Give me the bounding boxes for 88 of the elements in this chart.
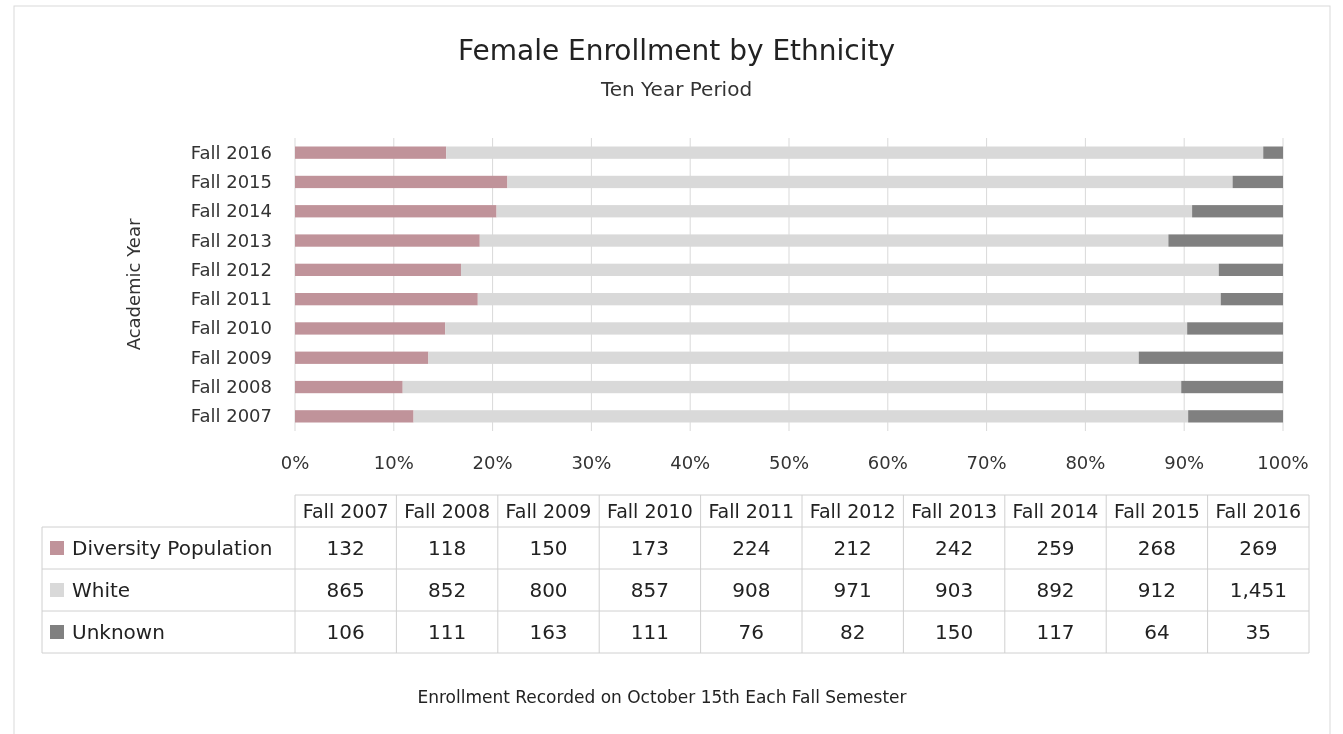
data-label: 903 xyxy=(935,578,974,602)
x-tick-label: 90% xyxy=(1164,452,1205,473)
bar xyxy=(1188,410,1283,423)
data-label: 892 xyxy=(1036,578,1075,602)
bar xyxy=(295,263,461,276)
data-label: 865 xyxy=(326,578,365,602)
category-label: Fall 2008 xyxy=(404,500,490,522)
y-tick-label: Fall 2012 xyxy=(190,258,272,280)
x-tick-label: 50% xyxy=(768,452,810,473)
category-label: Fall 2012 xyxy=(809,500,896,522)
bar xyxy=(295,380,403,394)
bar xyxy=(295,293,478,306)
data-label: 82 xyxy=(839,620,866,644)
data-label: 224 xyxy=(732,536,771,560)
data-label: 971 xyxy=(833,578,872,602)
category-label: Fall 2013 xyxy=(911,500,997,522)
chart-title: Female Enrollment by Ethnicity xyxy=(457,34,896,67)
bar xyxy=(1220,293,1283,306)
category-label: Fall 2009 xyxy=(505,500,592,522)
x-tick-label: 10% xyxy=(373,452,414,473)
data-label: 268 xyxy=(1137,536,1176,560)
data-label: 242 xyxy=(935,536,974,560)
data-label: 106 xyxy=(326,620,365,644)
bar xyxy=(1168,234,1283,247)
bar xyxy=(295,175,508,189)
category-label: Fall 2011 xyxy=(708,500,795,522)
x-tick-label: 40% xyxy=(670,452,711,473)
data-label: 1,451 xyxy=(1229,578,1287,602)
x-tick-label: 80% xyxy=(1065,452,1106,473)
data-label: 857 xyxy=(630,578,669,602)
bar xyxy=(295,351,429,364)
category-label: Fall 2016 xyxy=(1215,500,1302,522)
bar xyxy=(1187,322,1283,335)
y-tick-label: Fall 2009 xyxy=(190,346,272,368)
data-label: 111 xyxy=(630,620,669,644)
y-tick-label: Fall 2008 xyxy=(190,376,272,398)
legend-label: Unknown xyxy=(72,620,165,644)
bar xyxy=(295,146,447,159)
data-label: 76 xyxy=(738,620,765,644)
data-label: 800 xyxy=(529,578,568,602)
bar xyxy=(1263,146,1283,159)
y-tick-label: Fall 2010 xyxy=(190,317,272,339)
bar xyxy=(1181,380,1283,394)
bar xyxy=(295,410,414,423)
y-tick-label: Fall 2011 xyxy=(190,288,272,310)
y-tick-label: Fall 2014 xyxy=(190,200,272,222)
data-label: 212 xyxy=(833,536,872,560)
bar xyxy=(295,322,446,335)
bar xyxy=(295,205,497,218)
y-tick-label: Fall 2013 xyxy=(190,229,272,251)
data-label: 150 xyxy=(529,536,568,560)
bar xyxy=(1138,351,1283,364)
data-label: 118 xyxy=(428,536,467,560)
data-label: 852 xyxy=(428,578,467,602)
bar xyxy=(1218,263,1283,276)
category-label: Fall 2010 xyxy=(607,500,693,522)
bar xyxy=(295,234,480,247)
y-tick-label: Fall 2007 xyxy=(190,405,272,427)
data-label: 117 xyxy=(1036,620,1075,644)
chart-subtitle: Ten Year Period xyxy=(599,77,753,101)
category-label: Fall 2014 xyxy=(1012,500,1099,522)
legend-label: White xyxy=(72,578,131,602)
data-label: 150 xyxy=(935,620,974,644)
data-label: 259 xyxy=(1036,536,1075,560)
data-label: 64 xyxy=(1144,620,1170,644)
data-label: 912 xyxy=(1137,578,1176,602)
data-label: 111 xyxy=(428,620,467,644)
y-tick-label: Fall 2015 xyxy=(190,170,272,192)
data-label: 163 xyxy=(529,620,568,644)
data-label: 132 xyxy=(326,536,365,560)
text: Enrollment Recorded on October 15th Each Fall Semester xyxy=(417,687,907,707)
data-label: 173 xyxy=(630,536,669,560)
y-axis-title: Academic Year xyxy=(123,218,144,351)
bar xyxy=(1192,205,1283,218)
category-label: Fall 2015 xyxy=(1114,500,1200,522)
category-label: Fall 2007 xyxy=(302,500,389,522)
data-label: 35 xyxy=(1245,620,1272,644)
x-tick-label: 20% xyxy=(472,452,513,473)
x-tick-label: 70% xyxy=(966,452,1007,473)
y-tick-label: Fall 2016 xyxy=(190,141,272,163)
x-tick-label: 30% xyxy=(571,452,612,473)
bar xyxy=(1232,175,1283,189)
data-label: 908 xyxy=(732,578,771,602)
data-label: 269 xyxy=(1239,536,1278,560)
x-tick-label: 100% xyxy=(1257,452,1309,473)
x-tick-label: 0% xyxy=(280,452,310,473)
x-tick-label: 60% xyxy=(867,452,908,473)
legend-label: Diversity Population xyxy=(72,536,273,560)
